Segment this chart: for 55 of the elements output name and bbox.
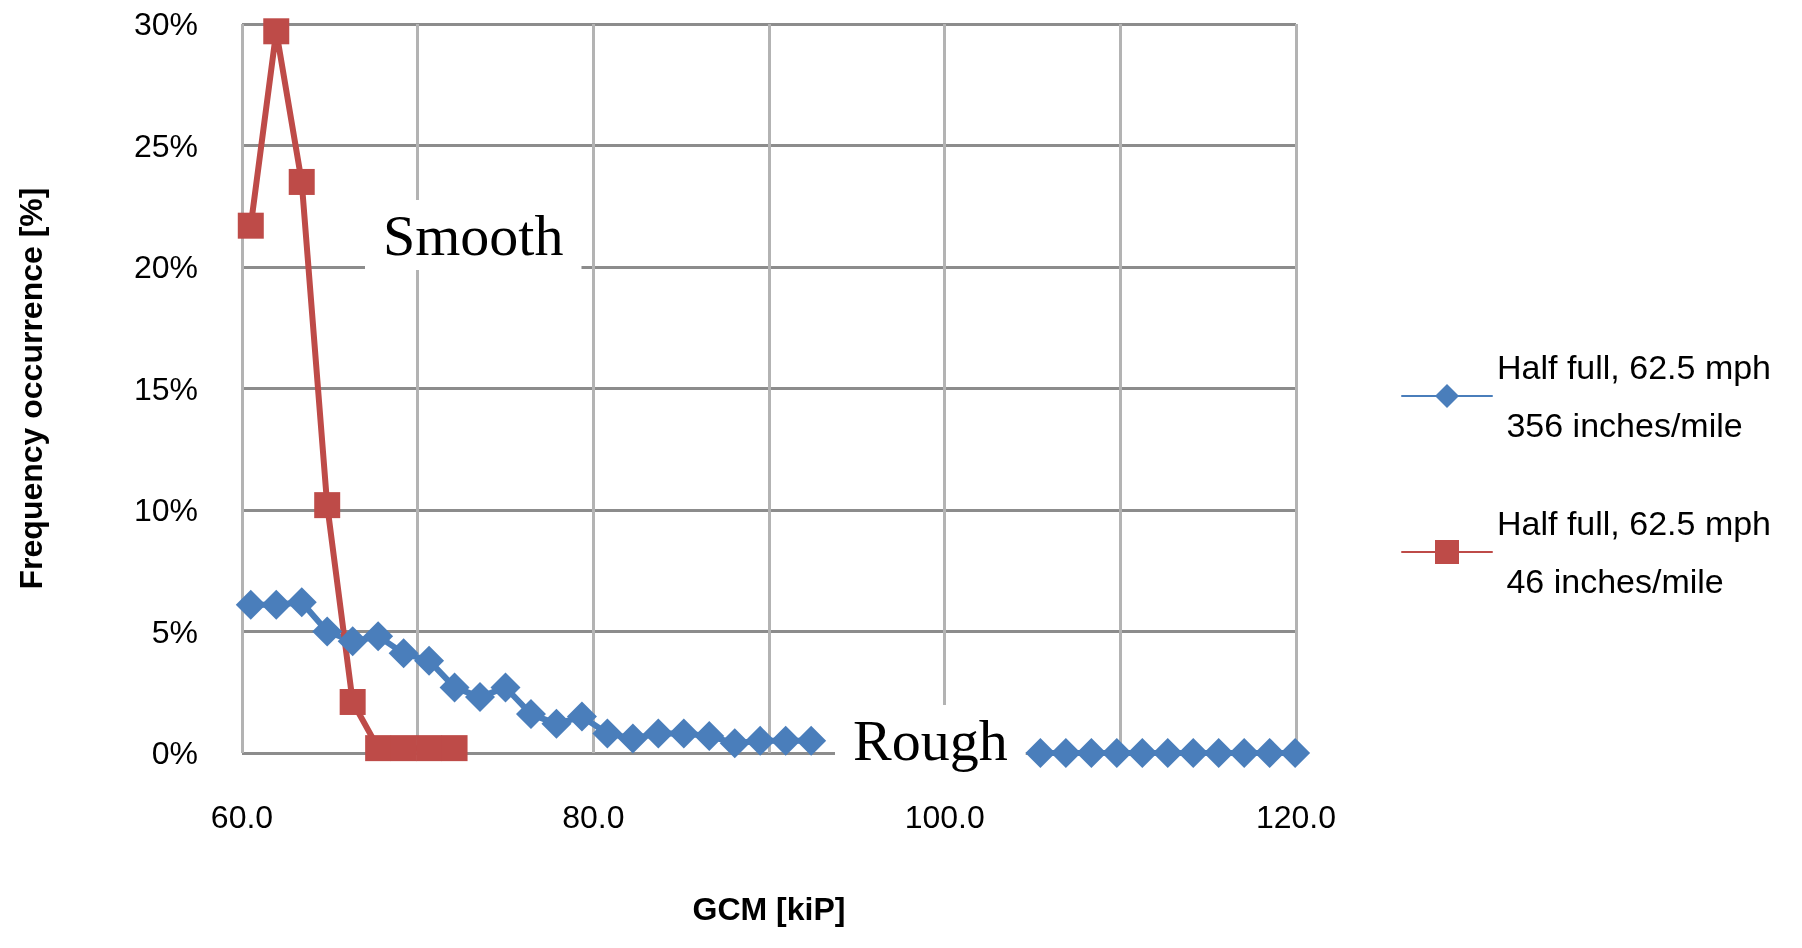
point <box>312 616 343 647</box>
annotation: Rough <box>853 707 1008 773</box>
point <box>1254 738 1285 768</box>
point <box>796 725 827 756</box>
point <box>1203 738 1234 768</box>
y-axis-title: Frequency occurrence [%] <box>13 187 49 590</box>
point <box>592 718 623 749</box>
x-tick-label: 60.0 <box>210 799 274 835</box>
point <box>719 728 750 759</box>
point <box>237 212 264 239</box>
point <box>566 701 597 732</box>
point <box>314 492 341 519</box>
point <box>541 708 572 739</box>
point <box>1025 738 1056 768</box>
point <box>745 725 776 756</box>
point <box>235 589 266 620</box>
point <box>337 626 368 657</box>
point <box>515 699 546 730</box>
point <box>390 735 417 762</box>
point <box>286 587 317 618</box>
point <box>261 589 292 620</box>
y-tick-label: 5% <box>151 613 198 650</box>
point <box>441 735 468 762</box>
point <box>668 718 699 749</box>
x-tick-label: 100.0 <box>904 799 985 835</box>
x-tick-label: 80.0 <box>562 799 625 835</box>
y-tick-label: 10% <box>133 492 198 528</box>
point <box>694 720 725 751</box>
point <box>414 645 445 676</box>
y-tick-label: 30% <box>133 6 198 42</box>
point <box>1076 738 1107 768</box>
point <box>388 638 419 669</box>
point <box>263 18 290 45</box>
legend-label: Half full, 62.5 mph 356 inches/mile <box>1497 348 1772 444</box>
point <box>490 672 521 703</box>
y-tick-label: 0% <box>151 735 198 771</box>
point <box>365 735 392 762</box>
point <box>1280 738 1311 768</box>
point <box>439 672 470 703</box>
point <box>770 725 801 756</box>
point <box>1127 738 1158 768</box>
point <box>363 621 394 652</box>
legend-label: Half full, 62.5 mph 46 inches/mile <box>1497 504 1772 600</box>
point <box>617 723 648 754</box>
x-tick-label: 120.0 <box>1255 799 1337 835</box>
annotation: Smooth <box>383 202 564 268</box>
point <box>465 682 496 713</box>
y-tick-label: 20% <box>133 249 198 285</box>
point <box>643 718 674 749</box>
y-tick-label: 25% <box>133 127 198 164</box>
point <box>416 735 443 762</box>
y-tick-label: 15% <box>133 370 198 407</box>
x-axis-title: GCM [kiP] <box>692 891 846 927</box>
point <box>288 168 315 195</box>
point <box>339 688 366 715</box>
